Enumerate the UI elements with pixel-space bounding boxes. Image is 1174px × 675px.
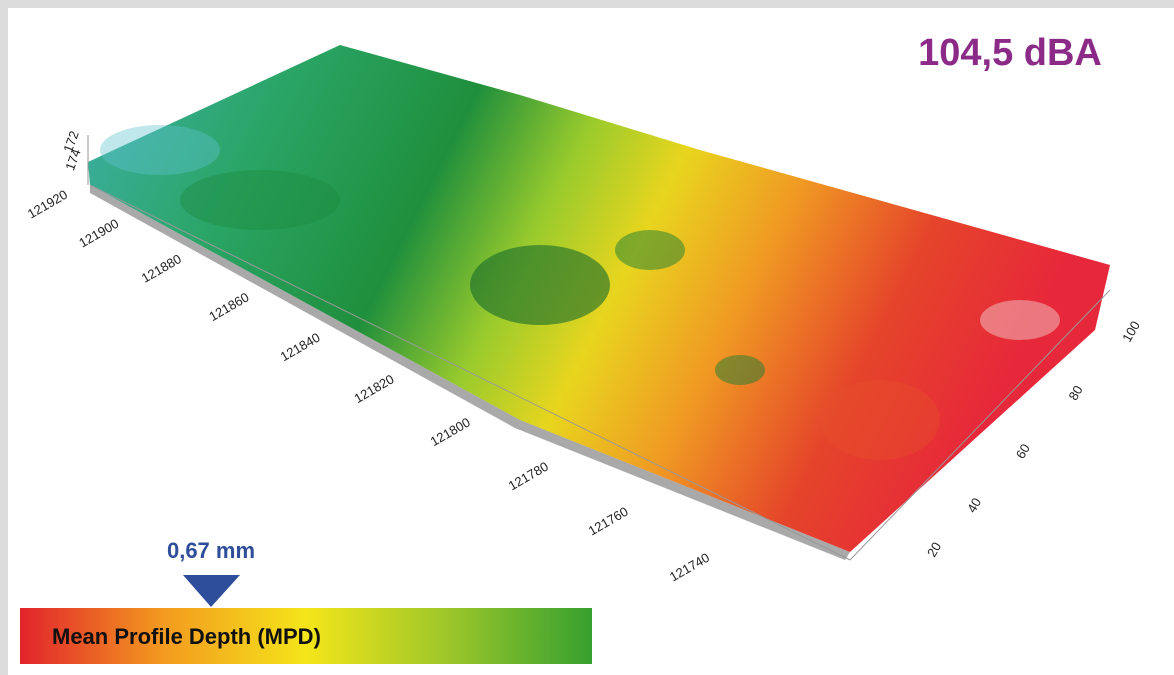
y-tick-label: 40 xyxy=(964,495,984,515)
noise-level: 104,5 dBA xyxy=(918,32,1102,74)
y-tick-label: 60 xyxy=(1013,441,1033,461)
mpd-marker xyxy=(183,575,240,607)
mpd-scale xyxy=(20,608,592,664)
scale-label: Mean Profile Depth (MPD) xyxy=(52,624,321,649)
surface xyxy=(87,45,1111,561)
y-tick-label: 20 xyxy=(924,539,944,559)
z-tick-label: 174 xyxy=(62,147,84,173)
z-tick-label: 172 xyxy=(60,129,82,155)
y-tick-label: 80 xyxy=(1065,383,1085,403)
marker-label: 0,67 mm xyxy=(167,538,255,563)
